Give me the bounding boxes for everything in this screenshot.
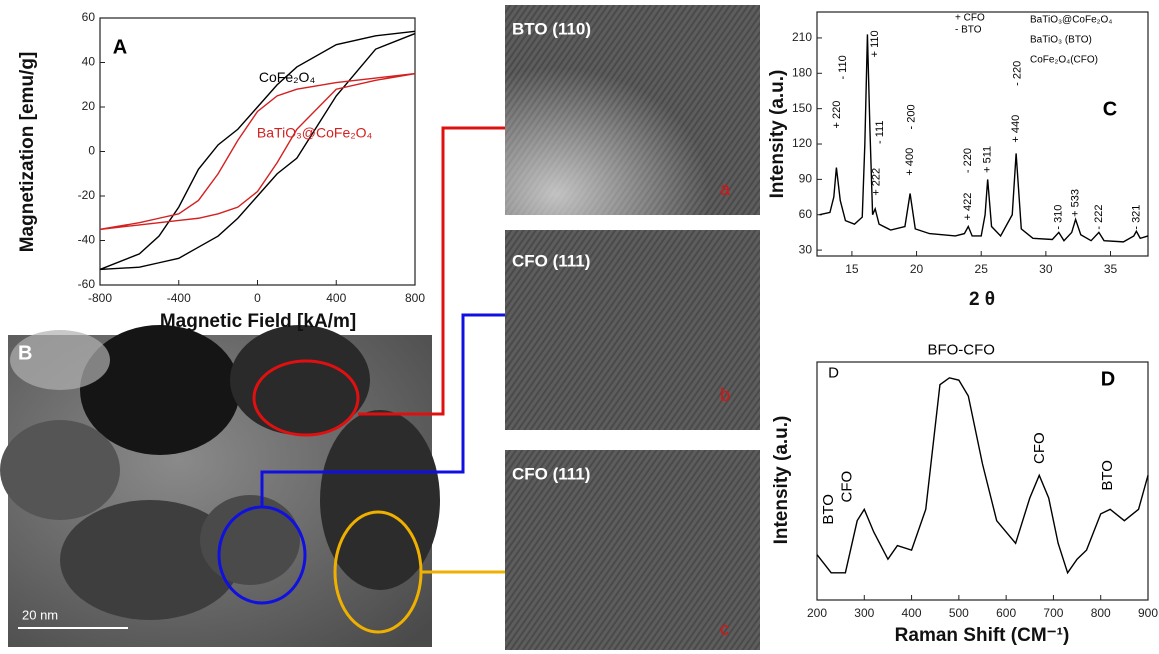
- annotation: - 222: [1093, 205, 1105, 230]
- annotation: - 110: [837, 55, 849, 79]
- x-tick-label: 400: [902, 606, 922, 620]
- x-tick-label: 35: [1104, 262, 1118, 276]
- x-axis-title: Raman Shift (CM⁻¹): [895, 625, 1070, 646]
- annotation: + 400: [904, 148, 916, 176]
- legend-text: - BTO: [955, 25, 982, 36]
- y-tick-label: 210: [792, 30, 812, 44]
- x-axis-title: 2 θ: [969, 289, 995, 310]
- annotation: - 220: [1011, 61, 1023, 86]
- y-tick-label: 60: [799, 207, 813, 221]
- y-tick-label: -40: [78, 233, 96, 247]
- panel-label: B: [18, 342, 32, 364]
- y-tick-label: 180: [792, 65, 812, 79]
- annotation: + 422: [962, 193, 974, 221]
- x-tick-label: 800: [405, 291, 425, 305]
- panel-label: C: [1103, 98, 1117, 120]
- x-tick-label: 500: [949, 606, 969, 620]
- x-tick-label: 600: [996, 606, 1016, 620]
- annotation: + 533: [1070, 189, 1082, 217]
- annotation: - 321: [1130, 205, 1142, 230]
- y-tick-label: 20: [82, 99, 96, 113]
- panel-label: D: [1101, 368, 1115, 390]
- tem-image: [0, 128, 507, 647]
- x-tick-label: 800: [1091, 606, 1111, 620]
- annotation: BFO-CFO: [927, 342, 995, 359]
- y-tick-label: 90: [799, 172, 813, 186]
- annotation: BTO: [820, 494, 837, 525]
- x-tick-label: 30: [1039, 262, 1053, 276]
- image-letter: c: [720, 619, 729, 639]
- y-axis-title: Intensity (a.u.): [771, 416, 792, 545]
- y-tick-label: 150: [792, 101, 812, 115]
- y-tick-label: 30: [799, 242, 813, 256]
- annotation: D: [828, 364, 839, 381]
- annotation: - 200: [905, 104, 917, 129]
- series-label: CoFe₂O₄: [259, 69, 316, 85]
- x-tick-label: 300: [854, 606, 874, 620]
- x-tick-label: 400: [326, 291, 346, 305]
- annotation: + 222: [870, 168, 882, 196]
- annotation: + 440: [1010, 115, 1022, 143]
- data-line: [100, 31, 415, 269]
- x-tick-label: 20: [910, 262, 924, 276]
- annotation: - 310: [1053, 205, 1065, 230]
- legend-text: CoFe₂O₄(CFO): [1030, 55, 1098, 66]
- legend-text: BaTiO₃ (BTO): [1030, 35, 1092, 46]
- legend-text: BaTiO₃@CoFe₂O₄: [1030, 15, 1112, 26]
- annotation: + 220: [831, 101, 843, 129]
- y-tick-label: 60: [82, 10, 96, 24]
- y-tick-label: -20: [78, 188, 96, 202]
- x-tick-label: 15: [845, 262, 859, 276]
- annotation: - 111: [874, 121, 886, 144]
- image-label: BTO (110): [512, 19, 591, 38]
- image-label: CFO (111): [512, 464, 590, 483]
- y-tick-label: -60: [78, 277, 96, 291]
- series-label: BaTiO₃@CoFe₂O₄: [257, 124, 373, 140]
- x-tick-label: 900: [1138, 606, 1158, 620]
- image-label: CFO (111): [512, 251, 590, 270]
- annotation: CFO: [839, 471, 856, 503]
- legend-text: + CFO: [955, 13, 985, 24]
- data-line: [100, 74, 415, 230]
- y-axis-title: Magnetization [emu/g]: [17, 52, 38, 253]
- x-tick-label: 0: [254, 291, 261, 305]
- annotation: + 110: [869, 30, 881, 57]
- x-tick-label: 200: [807, 606, 827, 620]
- panel-label: A: [113, 36, 127, 58]
- x-tick-label: -400: [167, 291, 191, 305]
- scale-bar-label: 20 nm: [22, 607, 58, 622]
- x-axis-title: Magnetic Field [kA/m]: [160, 311, 356, 332]
- x-tick-label: -800: [88, 291, 112, 305]
- y-axis-title: Intensity (a.u.): [767, 70, 788, 199]
- x-tick-label: 25: [975, 262, 989, 276]
- image-letter: b: [720, 385, 730, 405]
- y-tick-label: 120: [792, 136, 812, 150]
- annotation: + 511: [982, 146, 994, 173]
- annotation: CFO: [1031, 432, 1048, 464]
- annotation: BTO: [1099, 460, 1116, 491]
- x-tick-label: 700: [1043, 606, 1063, 620]
- image-letter: a: [720, 179, 731, 199]
- figure: B 20 nm BTO (110) a CFO (111) b CFO (111…: [0, 0, 1159, 654]
- y-tick-label: 40: [82, 55, 96, 69]
- annotation: - 220: [962, 148, 974, 173]
- y-tick-label: 0: [88, 144, 95, 158]
